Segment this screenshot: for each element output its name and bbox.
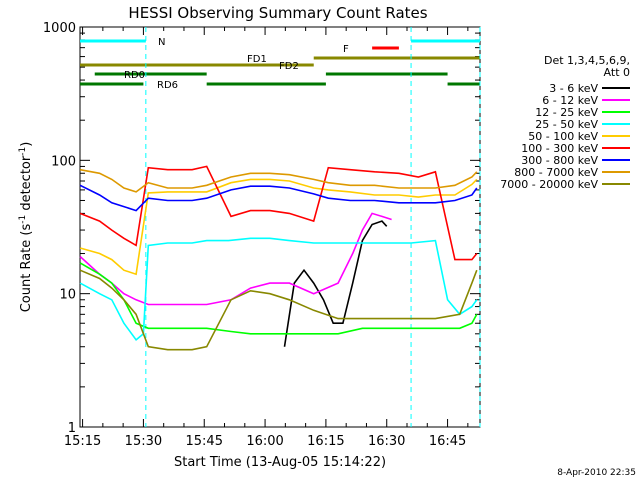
flag-label: FD2 <box>279 61 299 72</box>
y-tick-label: 1000 <box>43 21 76 36</box>
legend-label: 100 - 300 keV <box>521 142 598 155</box>
flag-label: FD1 <box>247 54 267 65</box>
series-line-6 <box>79 184 478 212</box>
legend-header-2: Att 0 <box>604 66 630 79</box>
y-axis-label: Count Rate (s-1 detector-1) <box>18 142 34 313</box>
axis-ticks <box>80 26 480 428</box>
plot-frame <box>79 26 481 428</box>
legend-label: 300 - 800 keV <box>521 154 598 167</box>
legend-header-1: Det 1,3,4,5,6,9, <box>544 54 630 67</box>
x-tick-label: 15:15 <box>64 434 101 449</box>
observing-flags: N FD1 FD2 F RD0 RD6 <box>80 27 481 427</box>
series-lines <box>79 165 478 351</box>
series-line-8 <box>79 269 478 351</box>
y-tick-labels: 1 10 100 1000 <box>43 21 76 436</box>
series-line-5 <box>79 165 478 261</box>
series-line-3 <box>79 237 478 342</box>
series-line-2 <box>79 262 478 335</box>
legend-label: 12 - 25 keV <box>535 106 598 119</box>
y-tick-label: 1 <box>68 421 76 436</box>
series-line-0 <box>283 220 388 347</box>
x-tick-label: 16:15 <box>307 434 344 449</box>
x-tick-label: 16:30 <box>368 434 405 449</box>
series-line-1 <box>79 212 392 306</box>
flag-label: N <box>158 37 165 48</box>
x-axis-label: Start Time (13-Aug-05 15:14:22) <box>174 455 386 470</box>
flag-label: RD6 <box>157 80 178 91</box>
x-tick-label: 15:30 <box>125 434 162 449</box>
legend-label: 7000 - 20000 keV <box>500 178 598 191</box>
chart-title: HESSI Observing Summary Count Rates <box>128 4 427 22</box>
x-tick-labels: 15:15 15:30 15:45 16:00 16:15 16:30 16:45 <box>64 434 466 449</box>
y-tick-label: 100 <box>51 154 76 169</box>
x-tick-label: 16:00 <box>246 434 283 449</box>
legend-label: 800 - 7000 keV <box>514 166 598 179</box>
x-tick-label: 15:45 <box>186 434 223 449</box>
x-tick-label: 16:45 <box>429 434 466 449</box>
legend-label: 50 - 100 keV <box>528 130 598 143</box>
y-tick-label: 10 <box>59 288 76 303</box>
legend-label: 6 - 12 keV <box>542 94 598 107</box>
flag-label: RD0 <box>124 70 145 81</box>
legend-label: 3 - 6 keV <box>549 82 598 95</box>
date-stamp: 8-Apr-2010 22:35 <box>557 468 636 478</box>
series-line-4 <box>79 178 478 276</box>
series-line-7 <box>79 168 478 193</box>
legend-label: 25 - 50 keV <box>535 118 598 131</box>
flag-label: F <box>343 44 349 55</box>
